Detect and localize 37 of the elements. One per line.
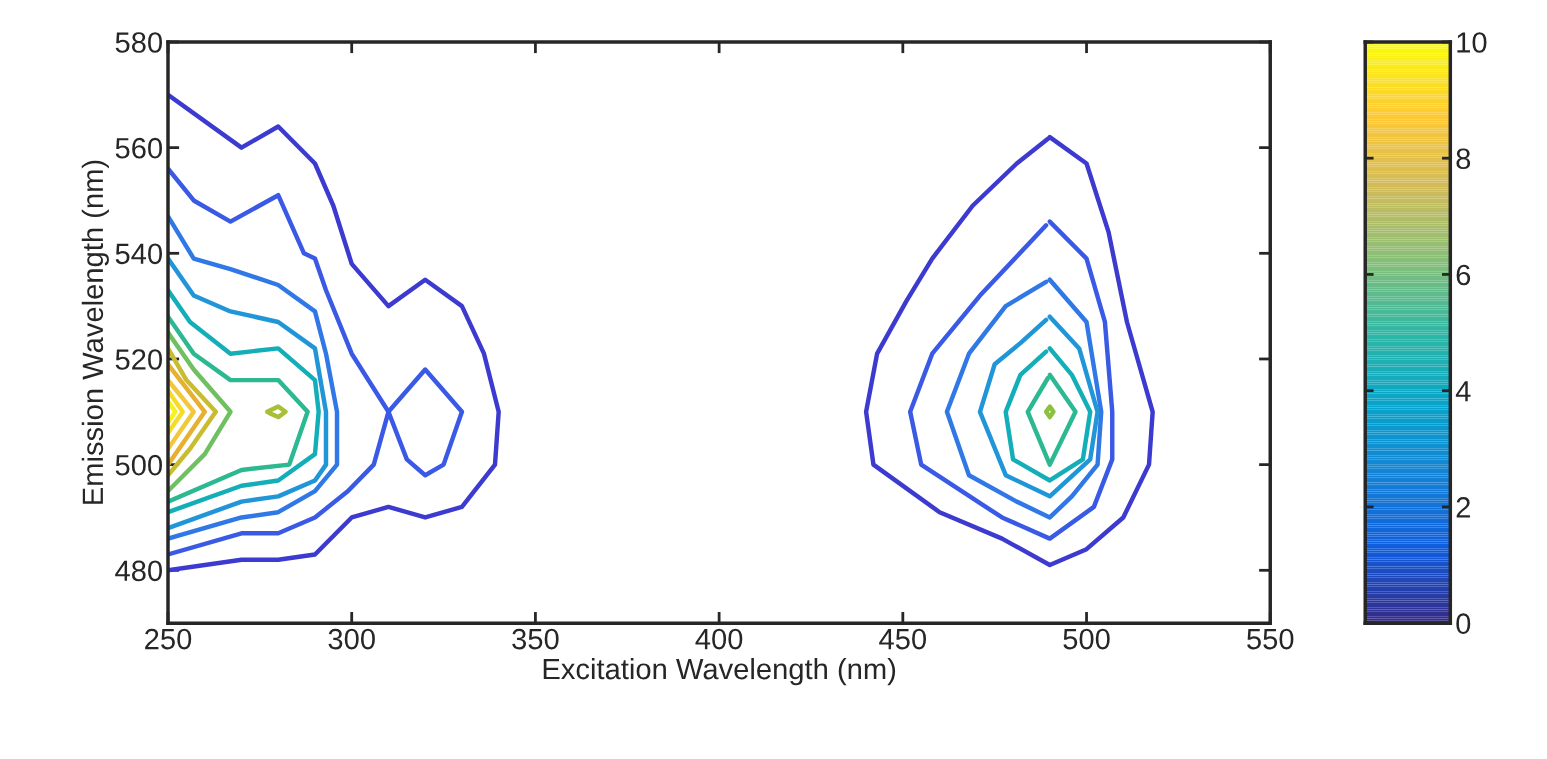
- y-tick-label: 500: [115, 454, 163, 476]
- y-tick-label: 540: [115, 243, 163, 265]
- y-tick-label: 580: [115, 32, 163, 53]
- x-tick-label: 500: [1063, 628, 1110, 650]
- line-series: [168, 330, 233, 494]
- x-tick-label: 300: [328, 628, 375, 650]
- x-tick-label: 450: [879, 628, 927, 650]
- line-series: [168, 314, 310, 504]
- x-tick-label: 400: [695, 628, 743, 650]
- color-bar-label: 2: [1456, 497, 1470, 518]
- line-series: [168, 256, 329, 531]
- line-series: [1043, 404, 1056, 420]
- color-bar-label: 10: [1457, 32, 1487, 53]
- line-series: [977, 314, 1100, 499]
- y-tick-label: 560: [115, 137, 163, 159]
- x-tick-label: 550: [1247, 628, 1294, 650]
- line-series: [168, 166, 465, 557]
- y-tick-label: 520: [115, 349, 163, 370]
- line-series: [863, 134, 1155, 568]
- line-series: [168, 214, 340, 541]
- line-series: [168, 92, 501, 573]
- color-bar-label: 4: [1455, 381, 1471, 402]
- line-series: [264, 404, 288, 420]
- line-series: [907, 219, 1115, 541]
- x-tick-label: 350: [512, 628, 559, 650]
- line-series: [168, 346, 218, 478]
- line-series: [1003, 346, 1093, 483]
- color-bar-label: 6: [1456, 264, 1471, 286]
- x-tick-label: 250: [145, 628, 192, 650]
- line-series: [944, 277, 1104, 520]
- line-series: [168, 288, 321, 515]
- y-tick-label: 480: [115, 560, 163, 582]
- y-axis-title: Emission Wavelength (nm): [81, 160, 109, 504]
- color-bar-label: 8: [1456, 148, 1471, 170]
- color-bar-label: 0: [1456, 613, 1471, 634]
- x-axis-title: Excitation Wavelength (nm): [543, 657, 896, 686]
- line-series: [1025, 372, 1078, 467]
